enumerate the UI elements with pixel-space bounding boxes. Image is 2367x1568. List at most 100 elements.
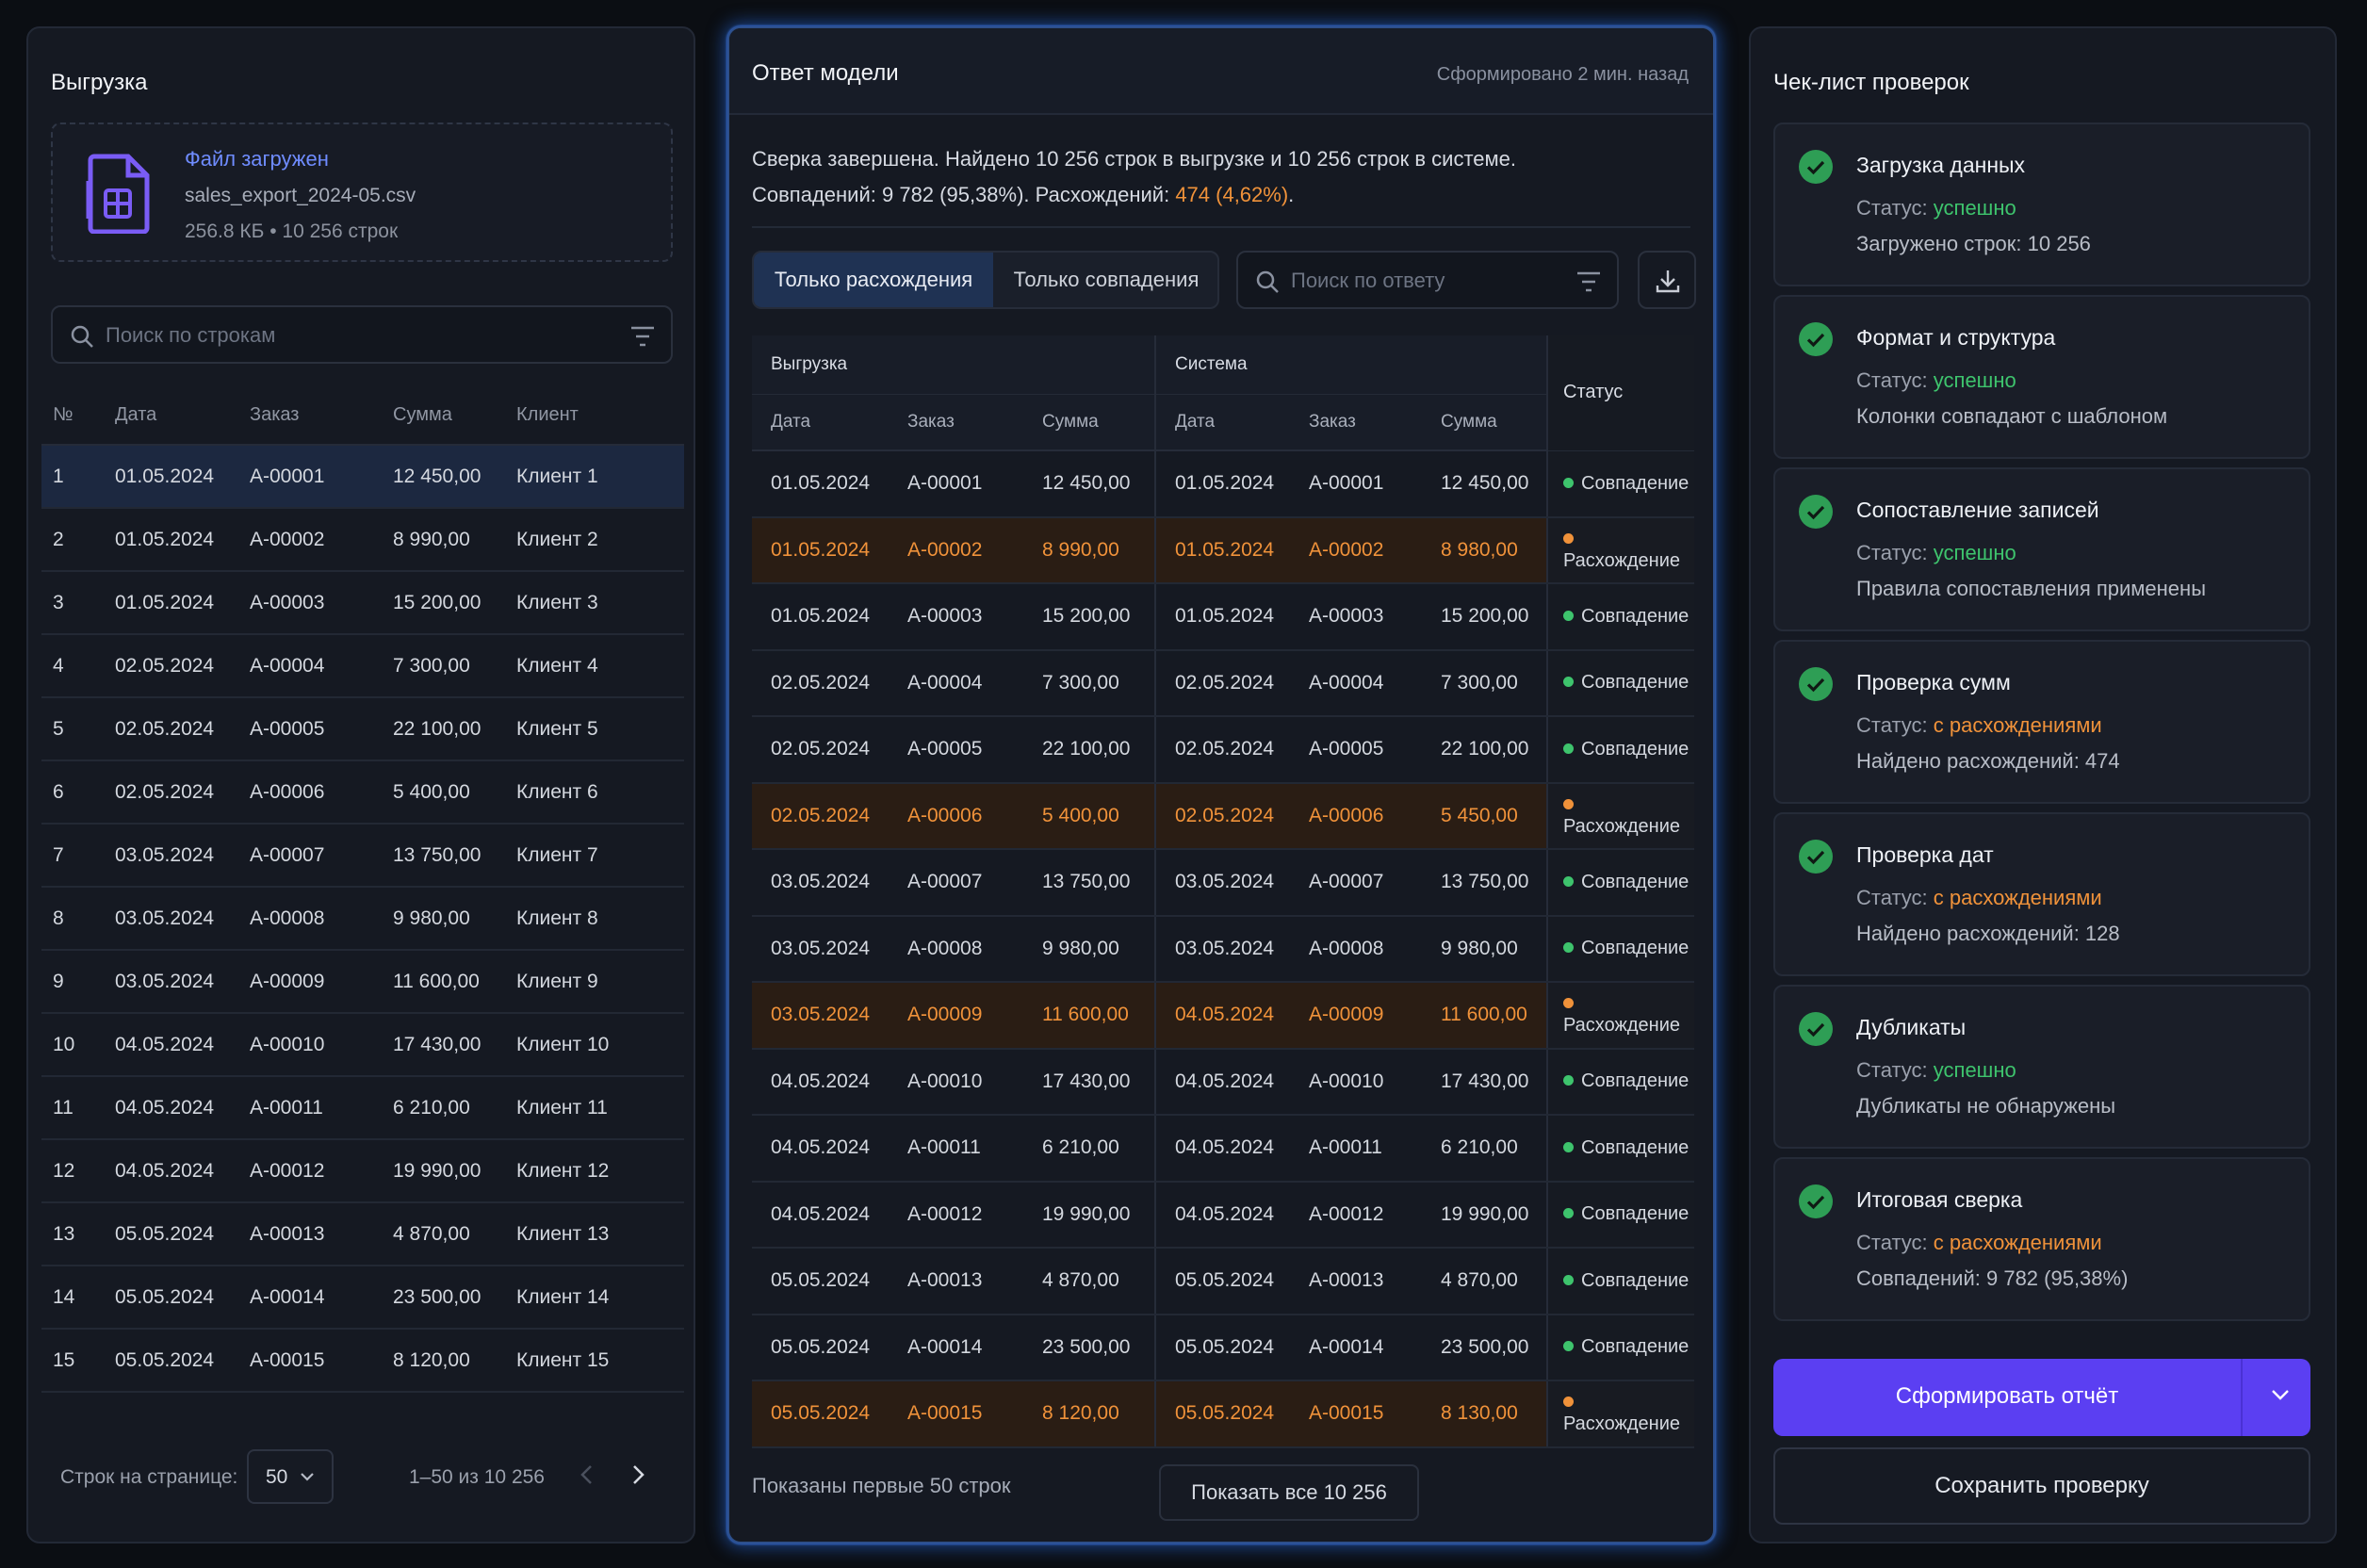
checklist-item[interactable]: Формат и структура Статус: успешно Колонки…: [1773, 295, 2310, 459]
table-cell: 01.05.2024: [1155, 583, 1290, 651]
checklist-item[interactable]: Дубликаты Статус: успешно Дубликаты не обн…: [1773, 985, 2310, 1149]
table-cell: 03.05.2024: [1155, 915, 1290, 983]
table-cell: 03.05.2024: [752, 915, 889, 983]
file-card[interactable]: Файл загружен sales_export_2024-05.csv 2…: [51, 122, 673, 262]
checklist-item[interactable]: Проверка дат Статус: с расхождениями Найде…: [1773, 812, 2310, 976]
chevron-right-icon[interactable]: [624, 1461, 652, 1489]
table-row[interactable]: 10 04.05.2024 A-00010 17 430,00 Клиент 10: [41, 1013, 684, 1077]
table-row[interactable]: 01.05.2024 A-00001 12 450,00 01.05.2024 A-00…: [752, 450, 1694, 518]
check-status: Статус: с расхождениями: [1856, 713, 2102, 738]
table-cell: A-00010: [889, 1048, 1023, 1116]
summary-mismatches: 474 (4,62%): [1175, 183, 1289, 206]
table-cell: A-00004: [1290, 649, 1422, 717]
match-dot-icon: [1563, 1341, 1574, 1352]
table-cell: 02.05.2024: [115, 760, 250, 825]
checklist-item[interactable]: Итоговая сверка Статус: с расхождениями Со…: [1773, 1157, 2310, 1321]
table-cell: A-00011: [889, 1115, 1023, 1183]
table-cell: 15: [41, 1329, 115, 1393]
table-row[interactable]: 05.05.2024 A-00015 8 120,00 05.05.2024 A-000…: [752, 1380, 1694, 1448]
filter-icon[interactable]: [629, 324, 656, 349]
table-row[interactable]: 13 05.05.2024 A-00013 4 870,00 Клиент 13: [41, 1202, 684, 1266]
table-cell: A-00005: [250, 697, 393, 761]
table-row[interactable]: 01.05.2024 A-00003 15 200,00 01.05.2024 A-00…: [752, 583, 1694, 651]
status-label: Расхождение: [1563, 549, 1680, 571]
table-cell: 7 300,00: [1422, 649, 1548, 717]
filter-icon[interactable]: [1575, 270, 1602, 294]
table-cell: 12 450,00: [1422, 450, 1548, 518]
chevron-left-icon[interactable]: [573, 1461, 601, 1489]
table-row[interactable]: 04.05.2024 A-00010 17 430,00 04.05.2024 A-00…: [752, 1048, 1694, 1116]
table-row[interactable]: 11 04.05.2024 A-00011 6 210,00 Клиент 11: [41, 1076, 684, 1140]
table-cell: 10: [41, 1013, 115, 1077]
export-table: № Дата Заказ Сумма Клиент 1 01.05.2024 A-00001…: [41, 386, 684, 1393]
table-row[interactable]: 05.05.2024 A-00014 23 500,00 05.05.2024 A-00…: [752, 1314, 1694, 1381]
divider: [752, 226, 1690, 228]
table-row[interactable]: 12 04.05.2024 A-00012 19 990,00 Клиент 12: [41, 1139, 684, 1203]
table-row[interactable]: 03.05.2024 A-00008 9 980,00 03.05.2024 A-000…: [752, 915, 1694, 983]
table-row[interactable]: 3 01.05.2024 A-00003 15 200,00 Клиент 3: [41, 571, 684, 635]
table-cell: A-00002: [1290, 516, 1422, 584]
table-row[interactable]: 04.05.2024 A-00011 6 210,00 04.05.2024 A-000…: [752, 1115, 1694, 1183]
status-label: Совпадение: [1581, 938, 1690, 959]
search-icon: [71, 325, 93, 348]
show-all-button[interactable]: Показать все 10 256: [1159, 1464, 1419, 1521]
response-search-input[interactable]: [1291, 262, 1557, 300]
checklist-item[interactable]: Проверка сумм Статус: с расхождениями Найд…: [1773, 640, 2310, 804]
table-cell: 05.05.2024: [752, 1314, 889, 1381]
table-row[interactable]: 5 02.05.2024 A-00005 22 100,00 Клиент 5: [41, 697, 684, 761]
table-row[interactable]: 03.05.2024 A-00007 13 750,00 03.05.2024 A-00…: [752, 849, 1694, 917]
table-row[interactable]: 9 03.05.2024 A-00009 11 600,00 Клиент 9: [41, 950, 684, 1014]
generate-report-button[interactable]: Сформировать отчёт: [1773, 1359, 2310, 1436]
comparison-col-header: Дата: [1155, 394, 1290, 451]
check-note: Дубликаты не обнаружены: [1856, 1094, 2116, 1118]
table-row[interactable]: 05.05.2024 A-00013 4 870,00 05.05.2024 A-000…: [752, 1248, 1694, 1315]
table-cell: 8 990,00: [393, 508, 516, 572]
checklist-item[interactable]: Сопоставление записей Статус: успешно Прав…: [1773, 467, 2310, 631]
table-row[interactable]: 1 01.05.2024 A-00001 12 450,00 Клиент 1: [41, 445, 684, 509]
table-cell: 6 210,00: [393, 1076, 516, 1140]
table-row[interactable]: 02.05.2024 A-00005 22 100,00 02.05.2024 A-00…: [752, 716, 1694, 784]
table-cell: A-00012: [250, 1139, 393, 1203]
table-cell: 19 990,00: [393, 1139, 516, 1203]
table-cell: 03.05.2024: [752, 849, 889, 917]
table-row[interactable]: 02.05.2024 A-00004 7 300,00 02.05.2024 A-000…: [752, 649, 1694, 717]
table-cell: 04.05.2024: [1155, 1048, 1290, 1116]
table-cell: A-00015: [889, 1380, 1023, 1448]
table-cell: 01.05.2024: [1155, 450, 1290, 518]
table-row[interactable]: 8 03.05.2024 A-00008 9 980,00 Клиент 8: [41, 887, 684, 951]
check-title: Проверка дат: [1856, 842, 1994, 867]
table-row[interactable]: 01.05.2024 A-00002 8 990,00 01.05.2024 A-000…: [752, 516, 1694, 584]
table-cell: 01.05.2024: [115, 508, 250, 572]
table-row[interactable]: 7 03.05.2024 A-00007 13 750,00 Клиент 7: [41, 824, 684, 888]
comparison-col-header: Заказ: [889, 394, 1023, 451]
match-dot-icon: [1563, 942, 1574, 954]
table-row[interactable]: 14 05.05.2024 A-00014 23 500,00 Клиент 14: [41, 1266, 684, 1330]
table-row[interactable]: 2 01.05.2024 A-00002 8 990,00 Клиент 2: [41, 508, 684, 572]
check-circle-icon: [1799, 1184, 1833, 1218]
tab-only-mismatches[interactable]: Только расхождения: [754, 253, 993, 307]
checklist-item[interactable]: Загрузка данных Статус: успешно Загружено …: [1773, 122, 2310, 286]
table-row[interactable]: 6 02.05.2024 A-00006 5 400,00 Клиент 6: [41, 760, 684, 825]
table-row[interactable]: 15 05.05.2024 A-00015 8 120,00 Клиент 15: [41, 1329, 684, 1393]
status-cell: Совпадение: [1547, 1314, 1694, 1381]
table-row[interactable]: 04.05.2024 A-00012 19 990,00 04.05.2024 A-00…: [752, 1181, 1694, 1249]
check-circle-icon: [1799, 840, 1833, 874]
tab-only-matches[interactable]: Только совпадения: [1013, 268, 1200, 291]
group-export: Выгрузка: [752, 335, 1156, 395]
table-cell: 02.05.2024: [1155, 782, 1290, 850]
summary-line-2: Совпадений: 9 782 (95,38%). Расхождений:…: [752, 177, 1516, 213]
chevron-down-icon[interactable]: [2271, 1389, 2290, 1400]
table-cell: A-00009: [889, 982, 1023, 1050]
download-button[interactable]: [1638, 251, 1696, 309]
check-status: Статус: успешно: [1856, 1058, 2016, 1083]
table-cell: 15 200,00: [1422, 583, 1548, 651]
table-row[interactable]: 03.05.2024 A-00009 11 600,00 04.05.2024 A-00…: [752, 982, 1694, 1050]
filter-tabs: Только расхождения Только совпадения: [752, 251, 1219, 309]
table-row[interactable]: 02.05.2024 A-00006 5 400,00 02.05.2024 A-000…: [752, 782, 1694, 850]
rows-per-page-select[interactable]: 50: [247, 1449, 334, 1504]
status-value: с расхождениями: [1933, 1231, 2102, 1254]
rows-search-input[interactable]: [106, 317, 539, 354]
table-row[interactable]: 4 02.05.2024 A-00004 7 300,00 Клиент 4: [41, 634, 684, 698]
save-check-button[interactable]: Сохранить проверку: [1773, 1447, 2310, 1525]
table-cell: 13 750,00: [1023, 849, 1156, 917]
